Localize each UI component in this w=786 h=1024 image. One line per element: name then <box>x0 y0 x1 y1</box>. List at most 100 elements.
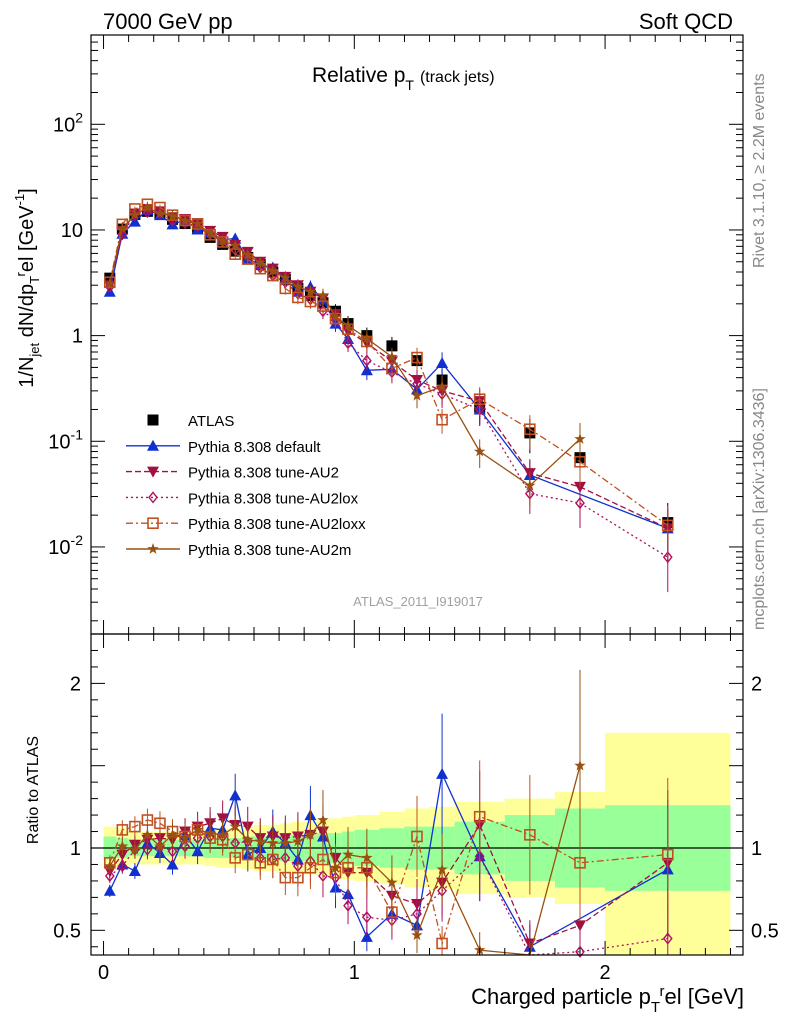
ratio-data-point <box>129 820 141 833</box>
top-data-point <box>342 319 354 331</box>
ratio-data-point <box>204 827 216 838</box>
legend-label: Pythia 8.308 tune-AU2m <box>188 542 351 559</box>
ratio-data-point <box>436 863 448 875</box>
top-data-point <box>229 239 241 251</box>
top-data-point <box>216 234 229 246</box>
top-series <box>104 201 586 507</box>
top-data-point <box>179 214 191 226</box>
top-data-point <box>343 336 353 350</box>
ratio-data-point <box>411 830 423 843</box>
top-data-point <box>166 218 179 230</box>
legend-marker <box>147 466 159 478</box>
ratio-data-point <box>436 937 448 950</box>
ratio-data-point <box>343 899 353 912</box>
ratio-data-point <box>386 876 398 888</box>
x-tick-label: 1 <box>349 962 360 984</box>
top-data-point <box>524 423 536 436</box>
ratio-data-point <box>116 840 129 852</box>
svg-text:Relative pT(track jets): Relative pT (track jets) <box>312 64 495 93</box>
ylabel-part: T <box>27 276 42 284</box>
top-y-axis-label: 1/Njet dN/dpTrel [GeV-1] <box>12 188 42 387</box>
top-data-point <box>524 479 536 491</box>
top-series <box>104 205 673 593</box>
ylabel-part: el [GeV <box>16 205 38 272</box>
ratio-data-point <box>329 861 342 873</box>
top-data-point <box>254 256 266 268</box>
top-data-point <box>267 264 279 276</box>
top-data-point <box>154 207 166 219</box>
title-small: (track jets) <box>420 69 495 86</box>
ratio-data-point <box>575 945 585 958</box>
top-data-point <box>279 272 292 283</box>
ratio-data-point <box>254 835 266 847</box>
top-data-point <box>473 393 486 406</box>
header-right: Soft QCD <box>639 9 733 34</box>
ratio-data-point <box>216 828 229 840</box>
x-tick-label: 2 <box>600 962 611 984</box>
ratio-data-point <box>154 840 166 852</box>
top-data-point <box>411 389 423 401</box>
top-series <box>103 203 674 564</box>
top-data-point <box>436 357 449 369</box>
ratio-y-tick-label-left: 2 <box>70 673 81 695</box>
ratio-data-point <box>117 859 128 873</box>
ratio-y-tick-label-right: 1 <box>751 838 762 860</box>
top-data-point <box>361 354 372 367</box>
ratio-data-point <box>229 852 241 864</box>
ratio-data-point <box>104 860 116 871</box>
top-data-point <box>411 351 423 364</box>
top-data-point <box>141 201 154 213</box>
ratio-data-point <box>574 759 586 771</box>
ratio-data-point <box>662 932 673 945</box>
top-data-point <box>474 445 486 457</box>
ratio-data-point <box>242 833 254 845</box>
ylabel-part: dN/dp <box>16 284 38 343</box>
ratio-y-tick-label-left: 0.5 <box>53 920 81 942</box>
top-data-point <box>204 227 216 239</box>
legend-label: Pythia 8.308 tune-AU2 <box>188 465 339 482</box>
title-sub: T <box>405 77 414 93</box>
top-data-point <box>661 519 674 532</box>
ratio-y-tick-label-right: 0.5 <box>751 920 779 942</box>
svg-text:1/Njet dN/dpTrel [GeV-1]: 1/Njet dN/dpTrel [GeV-1] <box>12 188 42 387</box>
ratio-data-point <box>104 869 115 883</box>
ratio-data-point <box>436 767 449 779</box>
ratio-data-point <box>129 843 141 855</box>
ratio-data-point <box>361 911 372 924</box>
ratio-data-point <box>191 823 204 835</box>
ratio-y-tick-label-right: 2 <box>751 673 762 695</box>
ylabel-part: jet <box>27 342 42 357</box>
xlabel-part: Charged particle p <box>471 984 651 1009</box>
ratio-data-point <box>574 920 586 932</box>
ratio-data-point <box>342 848 354 860</box>
xlabel-part: r <box>660 983 665 1000</box>
ratio-data-point <box>128 865 141 877</box>
ratio-data-point <box>317 853 329 866</box>
top-data-point <box>436 413 448 426</box>
y-tick-label: 10-2 <box>48 532 83 559</box>
ratio-data-point <box>279 871 292 884</box>
y-tick-label: 102 <box>53 109 83 136</box>
ratio-data-point <box>279 837 292 848</box>
ratio-data-point <box>116 824 129 836</box>
ratio-data-point <box>141 828 154 840</box>
top-data-point <box>386 340 398 352</box>
ratio-data-point <box>166 828 179 840</box>
top-data-point <box>155 207 165 220</box>
ratio-data-point <box>524 829 536 841</box>
ratio-data-point <box>179 832 191 843</box>
top-data-point <box>191 217 204 229</box>
ratio-series-line <box>109 817 669 945</box>
legend-label: Pythia 8.308 tune-AU2loxx <box>188 516 366 533</box>
legend: ATLAS Pythia 8.308 default Pythia 8.308 tu… <box>126 413 366 559</box>
top-data-point <box>129 208 141 220</box>
legend-marker <box>147 517 159 530</box>
ratio-data-point <box>661 848 674 861</box>
top-data-point <box>361 332 373 344</box>
top-data-point <box>304 285 317 297</box>
top-data-point <box>104 280 115 293</box>
ratio-data-point <box>304 861 317 874</box>
bottom-panel-frame <box>90 633 744 956</box>
y-tick-label: 10-1 <box>48 426 83 453</box>
